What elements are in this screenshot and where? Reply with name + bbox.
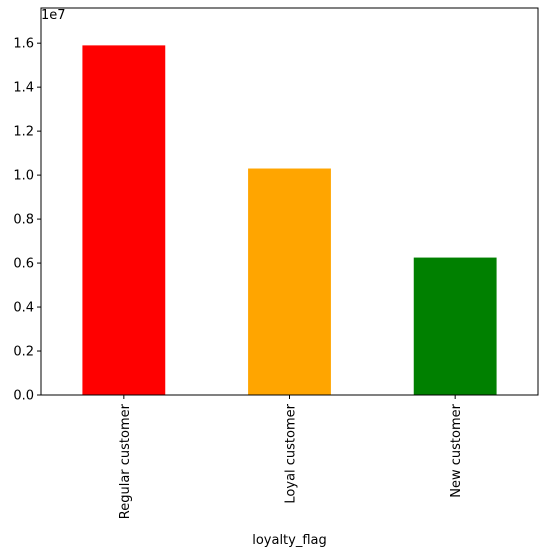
x-tick-label: Loyal customer: [284, 403, 299, 503]
y-tick-label: 0.4: [13, 301, 34, 316]
y-tick-label: 1.4: [13, 81, 34, 96]
y-tick-label: 0.0: [13, 389, 34, 404]
x-tick-label: New customer: [449, 403, 464, 497]
bars-layer: [82, 45, 497, 396]
y-tick-label: 1.2: [13, 125, 34, 140]
y-tick-label: 0.6: [13, 257, 34, 272]
x-tick-label: Regular customer: [118, 403, 133, 519]
bar-regular-customer: [82, 45, 166, 396]
x-axis-title: loyalty_flag: [252, 533, 327, 548]
y-axis-ticks: 0.0 0.2 0.4 0.6 0.8 1.0 1.2 1.4 1.6: [13, 37, 41, 404]
bar-new-customer: [413, 257, 497, 395]
y-tick-label: 1.0: [13, 169, 34, 184]
y-tick-label: 0.2: [13, 345, 34, 360]
plot-frame: [40, 7, 539, 396]
bar-loyal-customer: [248, 168, 331, 395]
y-tick-label: 1.6: [13, 37, 34, 52]
y-tick-label: 0.8: [13, 213, 34, 228]
y-axis-offset-label: 1e7: [41, 8, 66, 23]
x-axis-ticks: Regular customer Loyal customer New custom…: [118, 395, 464, 519]
